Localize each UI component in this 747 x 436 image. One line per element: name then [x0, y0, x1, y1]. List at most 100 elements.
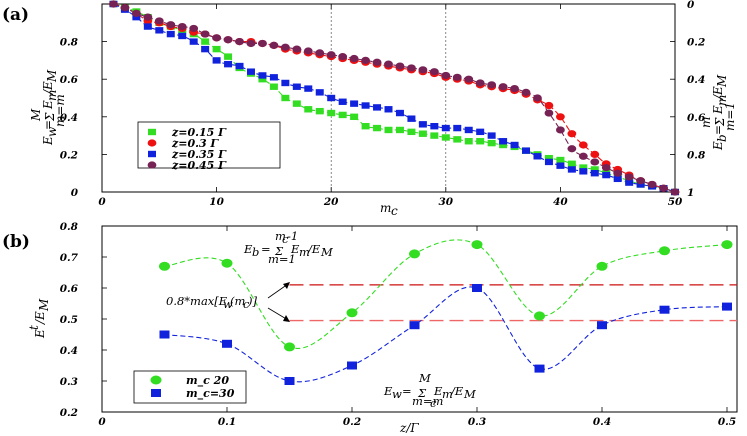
- a-series-2-point-20: [338, 98, 347, 105]
- a-series-0-point-19: [327, 109, 336, 117]
- a-series-2-point-46: [636, 181, 645, 188]
- b-annotation-eb: E b = Σ m c -1 m=1 E m /E M: [243, 229, 334, 266]
- a-series-0-point-20: [338, 111, 347, 119]
- b-series-1-point-1: [222, 339, 232, 348]
- b-annotation-ew: E w = Σ M m=m c E m /E M: [383, 371, 477, 410]
- svg-text:m=1: m=1: [268, 252, 296, 266]
- a-series-3-point-30: [452, 73, 462, 81]
- svg-text:/E: /E: [307, 242, 321, 256]
- svg-text:E: E: [41, 100, 55, 110]
- a-series-0-point-42: [590, 166, 599, 173]
- a-series-3-point-28: [429, 68, 439, 76]
- svg-text:Σ: Σ: [43, 112, 57, 122]
- a-series-2-point-21: [350, 100, 359, 107]
- a-series-3-point-10: [223, 36, 233, 44]
- a-series-3-point-24: [384, 60, 393, 68]
- svg-text:m=1: m=1: [723, 102, 737, 131]
- svg-text:c: c: [391, 204, 398, 218]
- b-xtick-label-3: 0.3: [468, 416, 486, 428]
- svg-text:E: E: [711, 105, 725, 115]
- a-series-2-point-38: [544, 158, 553, 166]
- a-series-3-point-33: [487, 81, 497, 89]
- a-series-3-point-0: [109, 0, 118, 8]
- b-xtick-label-0: 0: [98, 416, 106, 428]
- b-series-1-point-8: [659, 305, 670, 314]
- svg-text:m=m: m=m: [53, 94, 67, 127]
- a-legend-marker-3-point-0: [147, 161, 157, 169]
- b-ytick-label-1: 0.3: [60, 376, 78, 388]
- a-series-2-point-3: [143, 23, 152, 30]
- a-series-2-point-27: [418, 121, 427, 128]
- svg-text:/E: /E: [33, 311, 47, 325]
- a-series-2-point-18: [315, 89, 324, 96]
- b-series-0-point-2: [284, 342, 295, 352]
- a-series-3-point-42: [590, 158, 600, 166]
- b-series-1-point-6: [534, 364, 545, 373]
- a-series-2-point-36: [522, 147, 531, 154]
- b-xtick-label-2: 0.2: [343, 416, 361, 428]
- a-series-0-point-40: [567, 160, 576, 167]
- a-series-2-point-37: [533, 153, 542, 160]
- svg-text:c: c: [282, 232, 289, 246]
- a-rytick-label-3: 0.4: [687, 74, 705, 86]
- a-series-2-point-22: [361, 102, 370, 109]
- a-series-3-point-21: [349, 54, 359, 63]
- plot-a-frame: [101, 3, 676, 193]
- a-series-2-point-17: [304, 85, 313, 92]
- a-ytick-label-4: 0.8: [60, 37, 79, 49]
- a-series-0-point-22: [361, 123, 370, 130]
- a-series-2-point-13: [258, 72, 267, 79]
- svg-text:-1: -1: [287, 229, 298, 243]
- a-series-3-point-25: [395, 62, 405, 70]
- svg-text:0.8*max[E: 0.8*max[E: [166, 294, 228, 308]
- a-series-0-point-28: [430, 132, 439, 139]
- b-series-1-point-4: [409, 321, 420, 330]
- svg-text:w: w: [45, 126, 59, 137]
- a-series-2-point-39: [556, 162, 565, 169]
- svg-text:E: E: [33, 329, 47, 339]
- a-series-0-point-41: [579, 164, 588, 171]
- svg-text:=: =: [711, 125, 725, 135]
- a-xtick-label-3: 30: [438, 196, 453, 208]
- a-series-3-point-8: [200, 30, 210, 38]
- a-series-3-point-38: [544, 109, 554, 117]
- a-series-1-point-38: [544, 101, 554, 110]
- a-legend-marker-0-point-0: [148, 128, 156, 136]
- b-legend-label-0: m_c 20: [186, 374, 229, 388]
- a-series-3-point-23: [372, 58, 382, 66]
- a-series-3-point-46: [636, 177, 646, 185]
- svg-text:=: =: [402, 384, 412, 398]
- b-series-0-point-5: [471, 240, 483, 250]
- a-series-0-point-24: [384, 126, 393, 134]
- a-series-3-point-40: [567, 145, 577, 153]
- a-series-2-point-33: [487, 132, 496, 139]
- a-series-3-point-26: [407, 64, 416, 72]
- b-series-0-point-6: [534, 311, 545, 321]
- a-legend: z=0.15 Γz=0.3 Γz=0.35 Γz=0.45 Γ: [137, 121, 281, 172]
- svg-text:M: M: [463, 387, 477, 401]
- a-ylabel-right: E b = Σ m m=1 E m /E M: [699, 74, 737, 151]
- a-series-3-point-44: [613, 169, 623, 177]
- a-xtick-label-0: 0: [98, 196, 106, 208]
- b-ytick-label-5: 0.7: [60, 252, 79, 264]
- svg-text:m: m: [715, 95, 729, 106]
- a-series-3-point-20: [338, 53, 348, 61]
- a-series-2-point-11: [235, 62, 244, 70]
- a-series-3-point-35: [510, 85, 519, 93]
- svg-text:m: m: [699, 117, 713, 128]
- svg-text:m: m: [380, 201, 391, 215]
- a-legend-marker-1-point-0: [147, 139, 157, 147]
- svg-text:M: M: [45, 69, 59, 83]
- a-series-1-point-39: [556, 113, 565, 121]
- a-xtick-label-5: 50: [668, 196, 683, 208]
- a-series-2-point-8: [201, 45, 210, 53]
- a-series-2-point-42: [590, 170, 599, 177]
- a-series-3-point-34: [498, 83, 508, 91]
- a-series-0-point-26: [407, 128, 416, 136]
- a-ytick-label-1: 0.2: [60, 149, 78, 161]
- a-series-2-point-31: [464, 126, 473, 134]
- svg-text:z/Γ: z/Γ: [399, 421, 419, 435]
- a-series-3-point-31: [464, 75, 474, 83]
- b-xtick-label-4: 0.4: [593, 416, 611, 428]
- a-series-0-point-18: [315, 107, 324, 115]
